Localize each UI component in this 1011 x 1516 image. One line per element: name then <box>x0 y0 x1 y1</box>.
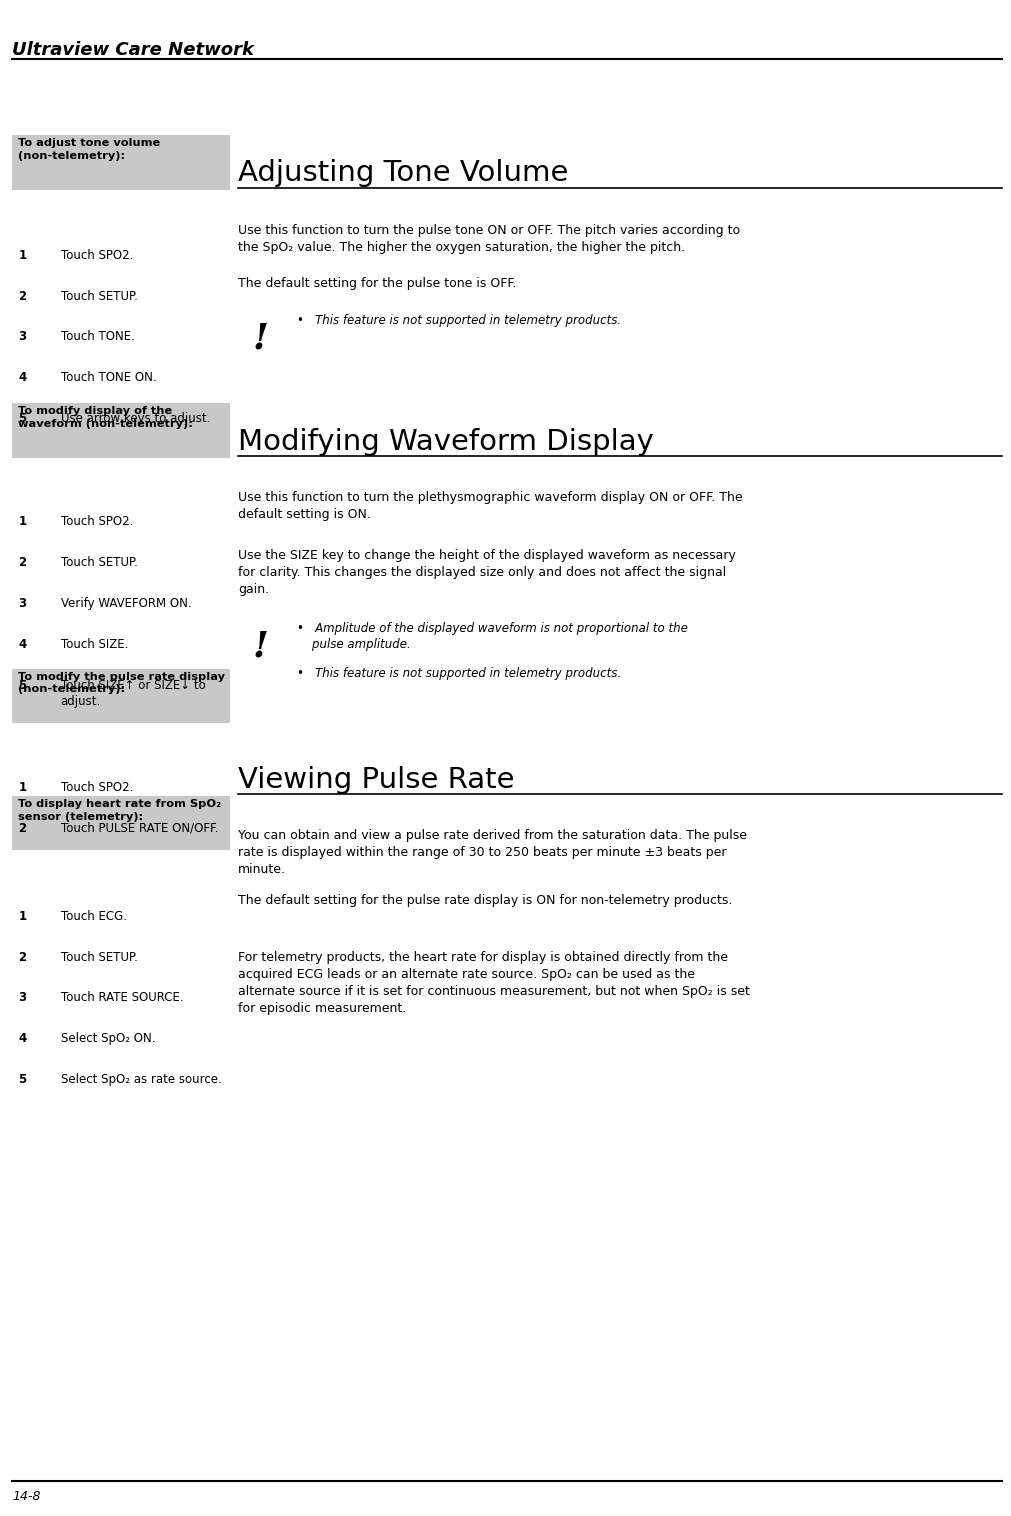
Text: To adjust tone volume
(non-telemetry):: To adjust tone volume (non-telemetry): <box>18 138 161 161</box>
Text: You can obtain and view a pulse rate derived from the saturation data. The pulse: You can obtain and view a pulse rate der… <box>238 829 746 876</box>
Text: 1: 1 <box>18 910 26 923</box>
Text: Touch ECG.: Touch ECG. <box>61 910 126 923</box>
Text: •   Amplitude of the displayed waveform is not proportional to the
    pulse amp: • Amplitude of the displayed waveform is… <box>296 622 686 650</box>
Text: !: ! <box>252 321 268 355</box>
Text: Verify WAVEFORM ON.: Verify WAVEFORM ON. <box>61 597 191 611</box>
Text: Select SpO₂ ON.: Select SpO₂ ON. <box>61 1032 155 1046</box>
FancyBboxPatch shape <box>12 135 229 190</box>
Text: 14-8: 14-8 <box>12 1490 40 1504</box>
Text: 1: 1 <box>18 249 26 262</box>
Text: 2: 2 <box>18 951 26 964</box>
Text: To modify the pulse rate display
(non-telemetry):: To modify the pulse rate display (non-te… <box>18 672 225 694</box>
Text: Touch SIZE.: Touch SIZE. <box>61 638 128 652</box>
Text: 4: 4 <box>18 638 26 652</box>
Text: 3: 3 <box>18 330 26 344</box>
Text: Touch PULSE RATE ON/OFF.: Touch PULSE RATE ON/OFF. <box>61 822 218 835</box>
FancyBboxPatch shape <box>12 403 229 458</box>
Text: 5: 5 <box>18 679 26 693</box>
Text: To display heart rate from SpO₂
sensor (telemetry):: To display heart rate from SpO₂ sensor (… <box>18 799 221 822</box>
Text: 2: 2 <box>18 290 26 303</box>
Text: 5: 5 <box>18 412 26 426</box>
Text: Touch TONE ON.: Touch TONE ON. <box>61 371 156 385</box>
Text: Touch SPO2.: Touch SPO2. <box>61 249 133 262</box>
Text: Modifying Waveform Display: Modifying Waveform Display <box>238 428 653 455</box>
Text: Touch SETUP.: Touch SETUP. <box>61 951 137 964</box>
Text: Touch SPO2.: Touch SPO2. <box>61 515 133 529</box>
Text: Ultraview Care Network: Ultraview Care Network <box>12 41 254 59</box>
Text: 2: 2 <box>18 556 26 570</box>
Text: Use arrow keys to adjust.: Use arrow keys to adjust. <box>61 412 210 426</box>
FancyBboxPatch shape <box>12 669 229 723</box>
Text: Use the SIZE key to change the height of the displayed waveform as necessary
for: Use the SIZE key to change the height of… <box>238 549 735 596</box>
Text: Adjusting Tone Volume: Adjusting Tone Volume <box>238 159 567 186</box>
Text: Viewing Pulse Rate: Viewing Pulse Rate <box>238 766 514 793</box>
Text: 1: 1 <box>18 515 26 529</box>
Text: 5: 5 <box>18 1073 26 1087</box>
Text: Touch SPO2.: Touch SPO2. <box>61 781 133 794</box>
Text: 3: 3 <box>18 597 26 611</box>
Text: 4: 4 <box>18 371 26 385</box>
Text: To modify display of the
waveform (non-telemetry):: To modify display of the waveform (non-t… <box>18 406 193 429</box>
Text: Touch SETUP.: Touch SETUP. <box>61 556 137 570</box>
Text: Touch RATE SOURCE.: Touch RATE SOURCE. <box>61 991 183 1005</box>
Text: !: ! <box>252 629 268 662</box>
Text: The default setting for the pulse rate display is ON for non-telemetry products.: The default setting for the pulse rate d… <box>238 894 732 908</box>
Text: For telemetry products, the heart rate for display is obtained directly from the: For telemetry products, the heart rate f… <box>238 951 749 1014</box>
Text: 2: 2 <box>18 822 26 835</box>
Text: 1: 1 <box>18 781 26 794</box>
Text: •   This feature is not supported in telemetry products.: • This feature is not supported in telem… <box>296 667 620 681</box>
Text: The default setting for the pulse tone is OFF.: The default setting for the pulse tone i… <box>238 277 516 291</box>
Text: 4: 4 <box>18 1032 26 1046</box>
Text: Touch SETUP.: Touch SETUP. <box>61 290 137 303</box>
Text: 3: 3 <box>18 991 26 1005</box>
Text: Touch TONE.: Touch TONE. <box>61 330 134 344</box>
FancyBboxPatch shape <box>12 796 229 850</box>
Text: •   This feature is not supported in telemetry products.: • This feature is not supported in telem… <box>296 314 620 327</box>
Text: Select SpO₂ as rate source.: Select SpO₂ as rate source. <box>61 1073 221 1087</box>
Text: Use this function to turn the plethysmographic waveform display ON or OFF. The
d: Use this function to turn the plethysmog… <box>238 491 742 522</box>
Text: Use this function to turn the pulse tone ON or OFF. The pitch varies according t: Use this function to turn the pulse tone… <box>238 224 739 255</box>
Text: Touch SIZE↑ or SIZE↓ to
adjust.: Touch SIZE↑ or SIZE↓ to adjust. <box>61 679 205 708</box>
